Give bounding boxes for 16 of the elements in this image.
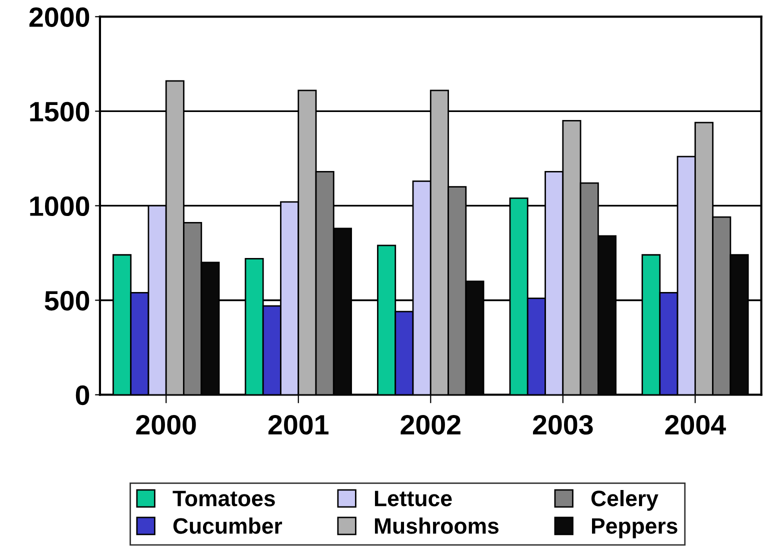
- x-tick-label: 2002: [400, 414, 460, 435]
- y-tick-label: 1000: [30, 196, 90, 216]
- legend-label: Mushrooms: [374, 518, 499, 534]
- y-tick-label: 500: [44, 290, 90, 311]
- legend-label: Lettuce: [374, 490, 452, 506]
- x-tick-label: 2000: [136, 414, 196, 435]
- y-tick-label: 0: [76, 385, 90, 406]
- y-tick-label: 2000: [29, 7, 90, 28]
- y-tick-label: 1500: [30, 102, 90, 122]
- legend-label: Cucumber: [173, 518, 282, 534]
- legend-label: Peppers: [592, 518, 678, 538]
- legend-label: Tomatoes: [172, 490, 275, 506]
- x-tick-label: 2001: [268, 414, 328, 435]
- x-tick-label: 2004: [665, 414, 726, 435]
- x-tick-label: 2003: [532, 414, 593, 435]
- legend-label: Celery: [591, 490, 658, 511]
